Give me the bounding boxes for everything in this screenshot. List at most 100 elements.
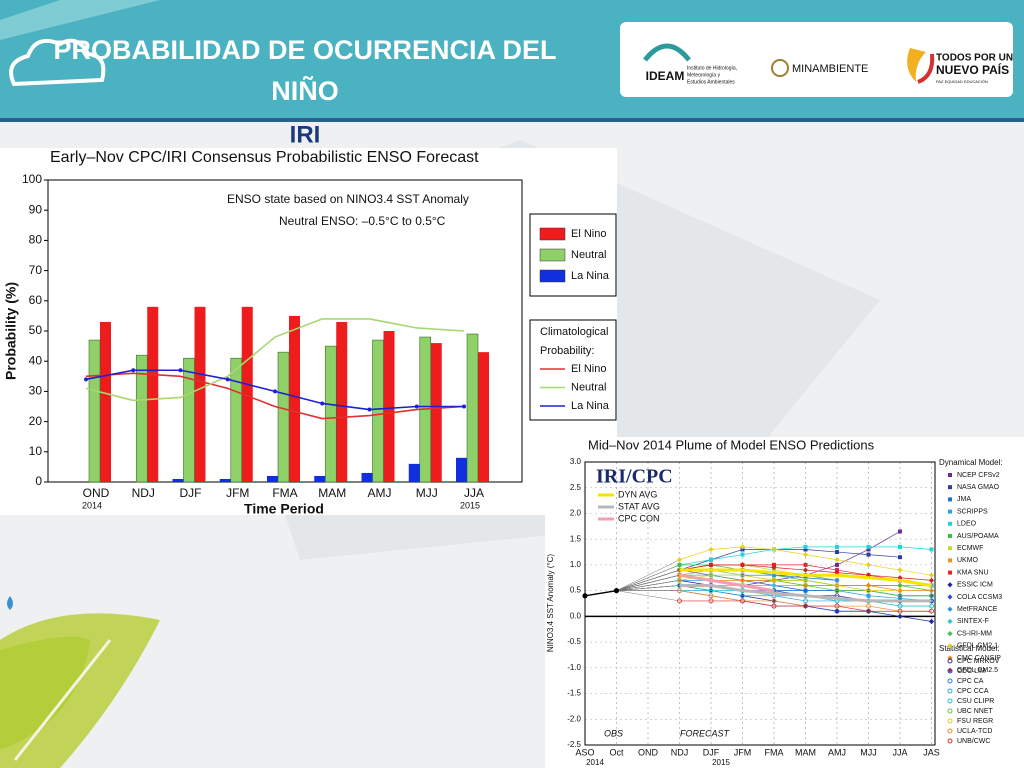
point: [708, 546, 714, 553]
ideam-icon: [643, 43, 691, 62]
point: [803, 583, 808, 588]
point: [897, 593, 903, 599]
bar: [289, 315, 300, 482]
x-tick-label: DJF: [703, 747, 720, 757]
point: [835, 562, 839, 567]
point: [928, 572, 935, 578]
bar: [314, 475, 326, 482]
annotation: OBS: [604, 728, 623, 738]
legend-label: CPC MRKOV: [957, 658, 1000, 665]
point: [928, 618, 935, 625]
legend-swatch: [947, 582, 953, 588]
y-tick-label: 20: [29, 414, 43, 428]
point: [866, 544, 871, 549]
legend-swatch: [947, 708, 953, 714]
point: [897, 567, 903, 573]
y-axis-label: NINO3.4 SST Anomaly (°C): [546, 554, 555, 653]
legend-swatch: [948, 558, 952, 563]
x-tick-label: MJJ: [860, 747, 877, 757]
legend-label: UBC NNET: [957, 708, 994, 715]
legend-swatch: [948, 546, 952, 551]
point: [898, 555, 902, 560]
legend-label: CPC CCA: [957, 688, 989, 695]
x-tick-label: JJA: [464, 486, 484, 500]
x-tick-label: OND: [638, 747, 659, 757]
point: [928, 588, 935, 594]
x-tick-label: JFM: [734, 747, 752, 757]
legend-label: UCLA-TCD: [957, 728, 992, 735]
legend-swatch: [947, 718, 953, 724]
x-tick-label: Oct: [609, 747, 624, 757]
leaf-vein: [13, 639, 112, 761]
x-tick-label: FMA: [765, 747, 784, 757]
legend-label: NCEP CFSv2: [957, 472, 1000, 479]
year-label: 2014: [586, 758, 604, 767]
legend-label: UNB/CWC: [957, 738, 990, 745]
bar: [478, 352, 489, 482]
point: [708, 598, 714, 604]
x-tick-label: MJJ: [416, 486, 438, 500]
legend-label: El Nino: [571, 228, 606, 240]
point: [803, 562, 808, 567]
climatology-line: [85, 318, 465, 402]
legend-swatch: [948, 485, 952, 490]
y-tick-label: 0.5: [570, 586, 582, 595]
model-line: [679, 600, 932, 612]
x-tick-label: DJF: [180, 486, 202, 500]
point: [677, 562, 682, 567]
legend-swatch: [948, 497, 952, 502]
slide-title: PROBABILIDAD DE OCURRENCIA DEL: [53, 35, 556, 65]
legend-swatch: [947, 631, 953, 637]
point: [740, 593, 745, 599]
y-tick-label: -1.5: [567, 689, 581, 698]
legend-label: CS-IRI-MM: [957, 630, 992, 637]
point: [866, 547, 871, 552]
line-point: [367, 407, 372, 412]
point: [866, 603, 871, 609]
bar: [172, 478, 184, 482]
bar: [456, 457, 467, 482]
x-tick-label: AMJ: [368, 486, 392, 500]
point: [709, 557, 713, 562]
legend-swatch: [947, 594, 953, 600]
point: [865, 582, 872, 589]
y-tick-label: 1.0: [570, 560, 582, 569]
model-line: [679, 583, 932, 603]
point: [677, 598, 682, 604]
x-tick-label: JFM: [226, 486, 249, 500]
bar: [241, 306, 253, 482]
point: [803, 547, 808, 552]
point: [708, 593, 714, 599]
y-tick-label: 10: [29, 444, 43, 458]
legend-label: FSU REGR: [957, 718, 993, 725]
chart-title: Mid–Nov 2014 Plume of Model ENSO Predict…: [588, 437, 875, 452]
model-line: [679, 574, 900, 591]
header-rule: [0, 118, 1024, 122]
point: [898, 529, 902, 534]
bar: [267, 475, 278, 482]
bar: [336, 321, 348, 482]
point: [802, 567, 809, 573]
y-tick-label: -2.5: [567, 740, 581, 749]
y-tick-label: 90: [29, 202, 43, 216]
point: [897, 613, 903, 619]
legend-label: Neutral: [571, 249, 606, 261]
x-axis-label: Time Period: [244, 501, 324, 517]
line-point: [273, 389, 277, 394]
bar: [361, 472, 373, 482]
observed-point: [582, 593, 588, 599]
point: [897, 588, 903, 594]
legend-swatch: [539, 248, 566, 262]
legend-label: GFDL CM2.1: [957, 643, 998, 650]
y-tick-label: 1.5: [570, 534, 582, 543]
y-tick-label: 30: [29, 384, 43, 398]
legend-swatch: [947, 643, 953, 649]
legend-swatch: [539, 269, 566, 283]
connector: [616, 590, 680, 602]
point: [677, 588, 682, 594]
legend-label: SCRIPPS: [957, 508, 988, 515]
y-axis-label: Probability (%): [3, 282, 19, 380]
y-tick-label: 2.5: [570, 483, 582, 492]
point: [865, 562, 872, 568]
connector: [616, 574, 680, 591]
